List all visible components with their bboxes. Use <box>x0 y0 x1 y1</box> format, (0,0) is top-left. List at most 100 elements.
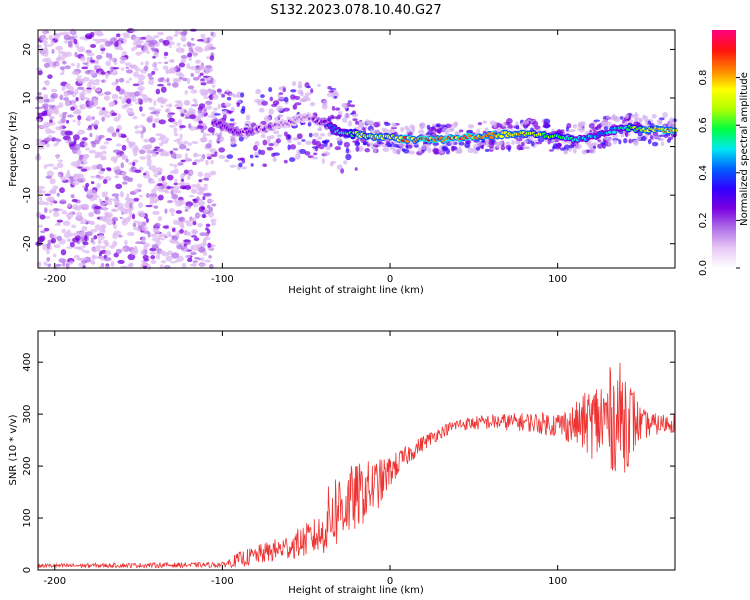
spectrogram-frame <box>37 29 676 269</box>
noise-blob <box>114 168 122 176</box>
halo-blob <box>222 114 227 120</box>
halo-blob <box>535 141 543 145</box>
noise-blob <box>170 190 174 195</box>
noise-blob <box>38 212 42 216</box>
noise-blob <box>195 65 201 69</box>
noise-blob <box>199 111 204 119</box>
halo-blob <box>277 114 282 118</box>
noise-blob <box>56 162 64 169</box>
noise-blob <box>44 201 49 206</box>
noise-blob <box>53 244 61 249</box>
halo-blob <box>530 141 535 147</box>
noise-blob <box>141 36 147 40</box>
noise-blob <box>124 91 132 95</box>
noise-blob <box>99 44 105 49</box>
noise-blob <box>92 38 98 41</box>
noise-blob <box>119 191 125 198</box>
noise-blob <box>46 110 51 116</box>
noise-blob <box>156 61 163 64</box>
noise-blob <box>58 32 63 36</box>
noise-blob <box>202 132 207 138</box>
halo-blob <box>613 115 619 120</box>
noise-blob <box>52 166 59 170</box>
halo-blob <box>361 127 366 130</box>
halo-blob <box>261 100 268 106</box>
noise-blob <box>201 136 208 141</box>
halo-blob <box>342 117 348 123</box>
noise-blob <box>111 100 116 107</box>
noise-blob <box>114 175 119 179</box>
noise-blob <box>73 254 79 259</box>
noise-blob <box>151 188 157 195</box>
noise-blob <box>82 177 86 182</box>
noise-blob <box>94 78 101 83</box>
noise-blob <box>136 183 143 189</box>
noise-blob <box>176 106 182 110</box>
halo-blob <box>297 141 302 146</box>
noise-blob <box>167 113 173 119</box>
noise-blob <box>162 39 170 46</box>
noise-blob <box>115 143 122 147</box>
noise-blob <box>55 45 64 51</box>
halo-blob <box>240 108 246 114</box>
noise-blob <box>78 154 83 161</box>
noise-blob <box>155 254 161 260</box>
halo-blob <box>354 141 360 147</box>
noise-blob <box>67 202 72 208</box>
halo-blob <box>347 120 353 127</box>
noise-blob <box>177 199 186 205</box>
noise-blob <box>139 106 143 112</box>
noise-blob <box>110 66 114 73</box>
noise-blob <box>205 133 211 136</box>
noise-blob <box>197 171 204 177</box>
halo-blob <box>283 131 288 137</box>
noise-blob <box>190 235 198 238</box>
halo-blob <box>289 144 297 150</box>
halo-blob <box>575 143 582 150</box>
noise-blob <box>86 116 93 122</box>
noise-blob <box>99 265 104 269</box>
noise-blob <box>200 257 205 262</box>
noise-blob <box>146 154 152 161</box>
noise-blob <box>56 235 62 241</box>
noise-blob <box>133 197 140 202</box>
noise-blob <box>57 159 63 163</box>
spectrogram-x-label: Height of straight line (km) <box>288 285 424 296</box>
halo-blob <box>288 157 296 162</box>
ridge-core <box>611 130 617 134</box>
noise-blob <box>47 196 55 202</box>
noise-blob <box>85 49 92 54</box>
noise-blob <box>205 227 209 231</box>
noise-blob <box>151 152 157 158</box>
noise-blob <box>150 259 157 264</box>
noise-blob <box>124 201 130 209</box>
noise-blob <box>45 57 52 63</box>
noise-blob <box>49 115 55 120</box>
halo-blob <box>296 133 303 140</box>
noise-blob <box>130 166 135 171</box>
noise-blob <box>187 52 193 58</box>
noise-blob <box>43 40 48 44</box>
halo-blob <box>511 140 515 145</box>
halo-blob <box>390 129 396 133</box>
halo-blob <box>322 99 328 107</box>
halo-blob <box>658 134 666 137</box>
halo-blob <box>603 125 609 131</box>
halo-blob <box>369 142 374 146</box>
noise-blob <box>121 171 127 175</box>
halo-blob <box>654 135 659 139</box>
halo-blob <box>624 113 630 119</box>
noise-blob <box>145 192 150 199</box>
noise-blob <box>76 173 85 180</box>
halo-blob <box>277 93 281 98</box>
halo-blob <box>651 113 657 119</box>
noise-blob <box>193 154 202 157</box>
noise-blob <box>155 88 161 95</box>
halo-blob <box>435 124 441 127</box>
halo-blob <box>245 114 251 121</box>
halo-blob <box>669 117 674 124</box>
y-tick-label: 0 <box>22 567 33 573</box>
noise-blob <box>177 182 183 186</box>
halo-blob <box>321 158 325 165</box>
